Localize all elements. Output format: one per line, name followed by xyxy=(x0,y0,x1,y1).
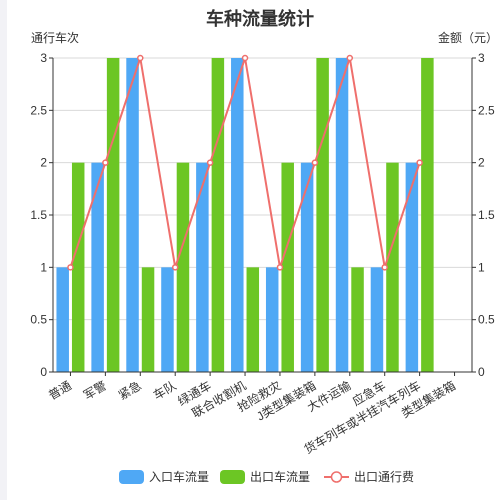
bar-exit xyxy=(246,267,260,372)
bars xyxy=(56,58,434,372)
line-point xyxy=(276,264,284,271)
x-category-label-line: 普通 xyxy=(46,378,74,402)
legend-label: 出口通行费 xyxy=(354,470,414,484)
bar-exit xyxy=(176,162,190,372)
bar-entry xyxy=(91,162,104,372)
bar-entry xyxy=(370,267,384,372)
left-tick-label: 2.5 xyxy=(30,103,47,117)
right-axis-label: 金额（元） xyxy=(438,30,498,45)
right-tick-label: 1.5 xyxy=(478,208,495,222)
line-point xyxy=(381,264,388,271)
legend-swatch-marker xyxy=(330,471,343,483)
bar-exit xyxy=(351,267,364,372)
left-tick-label: 0 xyxy=(40,365,47,379)
left-tick-label: 1.5 xyxy=(30,208,47,222)
line-point xyxy=(346,54,354,62)
right-tick-label: 3 xyxy=(478,51,485,65)
line-point xyxy=(102,159,109,166)
line-point xyxy=(311,159,319,166)
line-point xyxy=(137,54,144,62)
x-category-label: 军警 xyxy=(81,378,109,403)
legend-swatch xyxy=(220,470,245,484)
legend-label: 出口车流量 xyxy=(250,469,310,484)
x-category-label: 普通 xyxy=(46,378,74,402)
bar-entry xyxy=(300,162,314,372)
line-point xyxy=(416,159,423,166)
bar-exit xyxy=(281,162,294,372)
bar-entry xyxy=(161,267,174,372)
x-category-label-line: 车队 xyxy=(150,378,178,403)
bar-entry xyxy=(405,162,419,372)
bar-exit xyxy=(386,162,399,372)
chart-panel: 车种流量统计 通行车次 金额（元） 0 0 0.5 0.5 1 1 1.5 1.5 2 2 2.5 2… xyxy=(7,0,500,500)
bar-exit xyxy=(316,58,329,372)
left-axis-label: 通行车次 xyxy=(31,30,79,45)
x-category-label-line: 紧急 xyxy=(115,378,143,403)
left-tick-label: 0.5 xyxy=(30,313,47,327)
line-point xyxy=(206,159,214,166)
bar-exit xyxy=(71,162,85,372)
right-tick-label: 0.5 xyxy=(478,313,495,327)
chart-svg: 车种流量统计 通行车次 金额（元） 0 0 0.5 0.5 1 1 1.5 1.5 2 2 2.5 2… xyxy=(30,8,498,484)
right-tick-label: 1 xyxy=(478,260,485,274)
x-category-label: 车队 xyxy=(150,378,178,403)
bar-exit xyxy=(211,58,225,372)
bar-entry xyxy=(126,58,139,372)
bar-entry xyxy=(231,58,244,372)
x-category-label-line: 军警 xyxy=(81,378,109,403)
bar-exit xyxy=(421,58,434,372)
right-tick-label: 2 xyxy=(478,156,485,170)
left-tick-label: 1 xyxy=(40,260,47,274)
bar-entry xyxy=(335,58,349,372)
bar-entry xyxy=(56,267,69,372)
legend-swatch xyxy=(119,470,144,484)
bar-exit xyxy=(106,58,120,372)
line-point xyxy=(67,264,74,271)
legend-label: 入口车流量 xyxy=(149,469,209,484)
line-point xyxy=(241,54,249,62)
right-tick-label: 2.5 xyxy=(478,103,495,117)
line-series xyxy=(67,54,423,271)
line-point xyxy=(171,264,179,271)
bar-exit xyxy=(141,267,155,372)
right-tick-label: 0 xyxy=(478,365,485,379)
left-tick-label: 2 xyxy=(40,156,47,170)
legend: 入口车流量 出口车流量 出口通行费 xyxy=(119,469,414,484)
chart-title: 车种流量统计 xyxy=(206,8,314,29)
left-tick-label: 3 xyxy=(40,51,47,65)
x-category-label: 紧急 xyxy=(115,378,143,403)
bar-entry xyxy=(196,162,209,372)
bar-entry xyxy=(265,267,279,372)
